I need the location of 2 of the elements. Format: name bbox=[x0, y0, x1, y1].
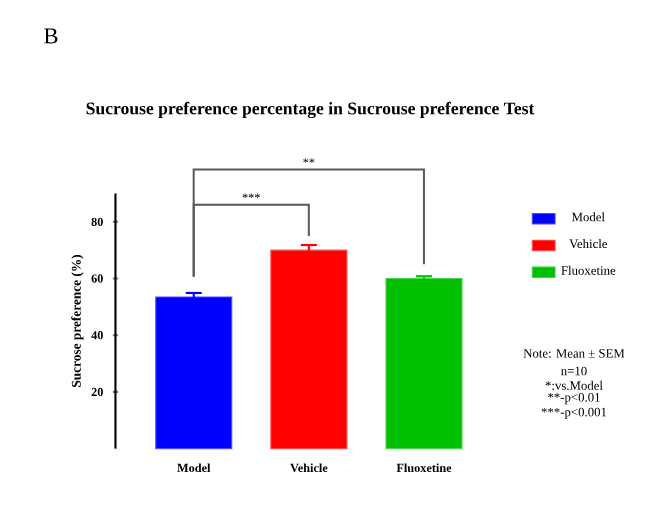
chart-title: Sucrouse preference percentage in Sucrouse preference Test bbox=[86, 101, 535, 119]
text: B bbox=[44, 28, 58, 44]
